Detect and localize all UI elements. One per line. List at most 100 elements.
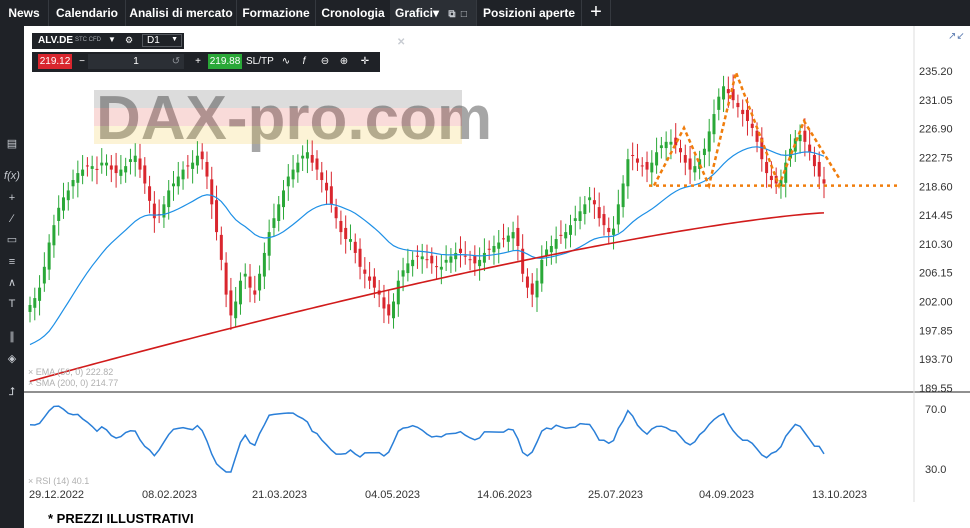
chart-type-icon[interactable]: ▤ <box>6 138 18 150</box>
candle-body <box>28 305 32 312</box>
candle-body <box>114 165 118 174</box>
quantity-decrease-button[interactable]: − <box>79 56 85 67</box>
candle-body <box>167 190 171 208</box>
buy-button[interactable]: 219.88 <box>208 54 242 69</box>
candle-body <box>152 203 156 219</box>
candle-body <box>109 165 113 170</box>
date-tick-label: 13.10.2023 <box>812 489 867 501</box>
candle-body <box>506 235 510 242</box>
sell-button[interactable]: 219.12 <box>38 54 72 69</box>
candle-body <box>133 155 137 162</box>
zoom-out-icon[interactable]: ⊖ <box>320 56 330 67</box>
date-tick-label: 04.09.2023 <box>699 489 754 501</box>
candle-body <box>545 249 549 256</box>
price-chart[interactable]: DAX-pro.com 235.20 231.05 226.90 222.75 218.6… <box>24 26 970 502</box>
candle-body <box>640 165 644 167</box>
line-tool-icon[interactable]: ∕ <box>11 213 13 225</box>
candle-body <box>291 169 295 180</box>
candle-body <box>368 276 372 281</box>
date-tick-label: 21.03.2023 <box>252 489 307 501</box>
candle-body <box>128 159 132 162</box>
tab-separator <box>315 0 316 26</box>
quantity-input[interactable]: 1 <box>88 54 184 69</box>
add-tab-button[interactable]: + <box>590 1 602 23</box>
date-tick-label: 08.02.2023 <box>142 489 197 501</box>
tab-analisi-di-mercato[interactable]: Analisi di mercato <box>129 6 233 20</box>
instrument-symbol[interactable]: ALV.DE <box>38 35 74 46</box>
candle-body <box>473 255 477 264</box>
candle-body <box>411 259 415 267</box>
candle-body <box>119 169 123 176</box>
chart-area[interactable]: DAX-pro.com 235.20 231.05 226.90 222.75 218.6… <box>24 26 970 502</box>
candle-body <box>449 256 453 263</box>
candle-body <box>597 207 601 219</box>
candle-body <box>329 186 333 205</box>
timeframe-select[interactable]: D1 ▼ <box>142 34 182 47</box>
candle-body <box>382 297 386 309</box>
candle-body <box>210 179 214 205</box>
indicator-icon[interactable]: f(x) <box>4 170 20 182</box>
expand-icon[interactable]: ↗↙ <box>948 31 965 42</box>
date-tick-label: 29.12.2022 <box>29 489 84 501</box>
candle-body <box>760 137 764 160</box>
watermark-band-gold <box>94 126 462 144</box>
price-tick-label: 235.20 <box>919 66 953 78</box>
tab-calendario[interactable]: Calendario <box>55 6 118 20</box>
date-tick-label: 25.07.2023 <box>588 489 643 501</box>
watermark-band-black <box>94 90 462 108</box>
tab-separator <box>236 0 237 26</box>
candle-body <box>769 175 773 181</box>
chart-settings-icon[interactable]: ⚙ <box>125 35 134 45</box>
quantity-increase-button[interactable]: + <box>195 56 201 67</box>
candle-body <box>320 172 324 181</box>
candle-body <box>148 186 152 201</box>
candle-body <box>750 123 754 128</box>
instrument-dropdown-icon[interactable]: ▼ <box>108 35 116 44</box>
zoom-in-icon[interactable]: ⊕ <box>339 56 349 67</box>
sltp-button[interactable]: SL/TP <box>246 56 274 67</box>
candle-body <box>669 141 673 145</box>
candle-body <box>478 259 482 267</box>
volume-icon[interactable]: ∥ <box>9 331 15 343</box>
price-tick-label: 231.05 <box>919 95 953 107</box>
price-tick-label: 206.15 <box>919 268 953 280</box>
move-icon[interactable]: ✛ <box>360 56 370 67</box>
tab-formazione[interactable]: Formazione <box>242 6 310 20</box>
candle-body <box>430 255 434 264</box>
text-tool-icon[interactable]: T <box>8 298 16 310</box>
detach-icon[interactable]: ⧉ <box>448 9 456 20</box>
line-chart-icon[interactable]: ∿ <box>281 56 291 67</box>
share-icon[interactable]: ⮥ <box>8 386 16 398</box>
tab-separator <box>125 0 126 26</box>
candle-body <box>415 255 419 257</box>
candle-body <box>659 145 663 149</box>
candle-body <box>396 280 400 305</box>
tab-posizioni-aperte[interactable]: Posizioni aperte <box>482 6 576 20</box>
tab-news[interactable]: News <box>8 6 40 20</box>
instrument-selector[interactable]: ALV.DE STC CFD ▼ ⚙ D1 ▼ <box>32 33 184 49</box>
candle-body <box>38 287 42 301</box>
price-tick-label: 193.70 <box>919 354 953 366</box>
indicator-small-icon[interactable]: f <box>302 56 306 67</box>
candle-body <box>234 301 238 319</box>
maximize-icon[interactable]: □ <box>460 9 467 20</box>
sma-line <box>29 212 825 383</box>
candle-body <box>511 232 515 239</box>
candle-body <box>607 227 611 233</box>
pattern-tool-icon[interactable]: ∧ <box>7 277 17 289</box>
fibonacci-icon[interactable]: ≡ <box>8 256 16 268</box>
candle-body <box>315 158 319 170</box>
tab-cronologia[interactable]: Cronologia <box>321 6 385 20</box>
price-tick-label: 189.55 <box>919 383 953 395</box>
rectangle-tool-icon[interactable]: ▭ <box>6 234 18 246</box>
candle-body <box>425 259 429 261</box>
candle-body <box>435 266 439 268</box>
candle-body <box>205 161 209 177</box>
quantity-reset-icon[interactable]: ↺ <box>171 56 181 67</box>
tab-grafici[interactable]: Grafici▾ ⧉ □ ✕ <box>390 0 476 48</box>
candle-body <box>224 262 228 295</box>
candle-body <box>171 183 175 187</box>
layers-icon[interactable]: ◈ <box>7 353 17 365</box>
close-icon[interactable]: ✕ <box>397 37 406 48</box>
crosshair-icon[interactable]: + <box>8 192 16 204</box>
